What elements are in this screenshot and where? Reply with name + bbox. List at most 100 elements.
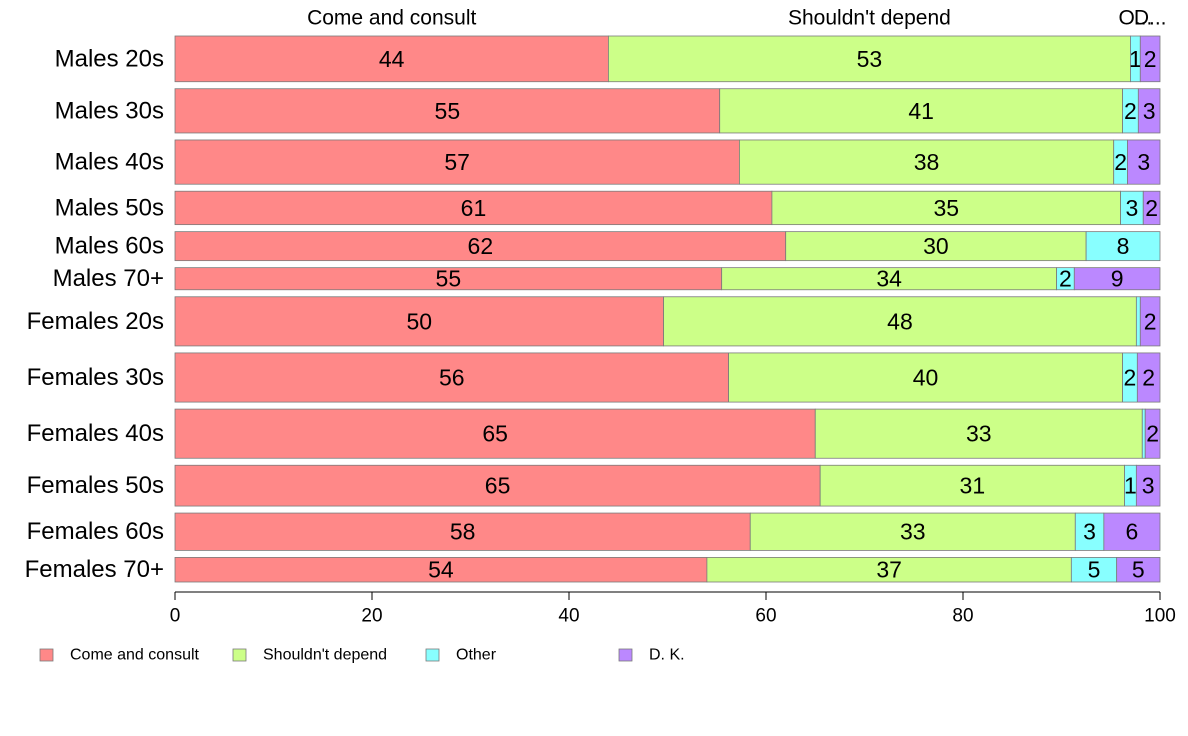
data-label: 1 bbox=[1129, 46, 1142, 72]
bar-segment-come-and-consult bbox=[174, 190, 773, 226]
bar-segment-other bbox=[1085, 231, 1161, 262]
bar-row-females-60s: Females 60s 58 33 3 6 bbox=[27, 512, 1161, 551]
data-label: 38 bbox=[914, 149, 940, 175]
legend-item-shouldn-t-depend: Shouldn't depend bbox=[232, 647, 387, 664]
legend-label: Come and consult bbox=[70, 647, 200, 664]
data-label: 58 bbox=[450, 519, 476, 545]
legend-swatch bbox=[39, 648, 54, 662]
x-tick-label: 100 bbox=[1144, 606, 1176, 627]
bar-segment-d-k bbox=[1139, 35, 1161, 83]
data-label: 2 bbox=[1146, 421, 1159, 447]
bar-segment-d-k bbox=[1144, 408, 1161, 459]
bar-segment-shouldn-t-depend bbox=[739, 139, 1115, 185]
data-label: 2 bbox=[1145, 195, 1158, 221]
bar-row-males-50s: Males 50s 61 35 3 2 bbox=[55, 190, 1161, 226]
bar-segment-d-k bbox=[1103, 512, 1161, 551]
bar-row-females-70: Females 70+ 54 37 5 5 bbox=[25, 556, 1161, 583]
row-label: Males 20s bbox=[55, 45, 164, 72]
bar-segment-come-and-consult bbox=[174, 296, 664, 347]
data-label: 33 bbox=[966, 421, 992, 447]
x-tick-label: 80 bbox=[952, 606, 973, 627]
bar-segment-come-and-consult bbox=[174, 139, 740, 185]
data-label: 8 bbox=[1117, 233, 1130, 259]
data-label: 61 bbox=[461, 195, 487, 221]
data-label: 55 bbox=[435, 98, 461, 124]
bar-segment-shouldn-t-depend bbox=[706, 557, 1072, 583]
column-header-shouldn-t-depend: Shouldn't depend bbox=[788, 7, 951, 30]
row-label: Females 70+ bbox=[25, 556, 164, 583]
bar-segment-d-k bbox=[1142, 190, 1161, 226]
data-label: 3 bbox=[1143, 98, 1156, 124]
bar-segment-come-and-consult bbox=[174, 231, 787, 262]
data-label: 34 bbox=[876, 266, 902, 292]
data-label: 2 bbox=[1124, 98, 1137, 124]
data-label: 50 bbox=[406, 308, 432, 334]
bar-segment-d-k bbox=[1127, 139, 1161, 185]
data-label: 35 bbox=[933, 195, 959, 221]
data-label: 5 bbox=[1132, 557, 1145, 583]
data-label: 2 bbox=[1124, 365, 1137, 391]
bar-row-males-40s: Males 40s 57 38 2 3 bbox=[55, 139, 1161, 185]
bar-segment-other bbox=[1070, 557, 1118, 583]
row-label: Females 50s bbox=[27, 472, 164, 499]
data-label: 3 bbox=[1083, 519, 1096, 545]
legend-label: Shouldn't depend bbox=[263, 647, 387, 664]
bar-segment-come-and-consult bbox=[174, 557, 708, 583]
data-label: 2 bbox=[1059, 266, 1072, 292]
row-label: Females 40s bbox=[27, 420, 164, 447]
legend: Come and consult Shouldn't depend Other D. … bbox=[39, 647, 685, 664]
x-tick-label: 40 bbox=[558, 606, 579, 627]
row-label: Females 20s bbox=[27, 308, 164, 335]
data-label: 31 bbox=[960, 473, 986, 499]
bar-segment-other bbox=[1141, 408, 1146, 459]
data-label: 2 bbox=[1144, 46, 1157, 72]
bar-row-males-20s: Males 20s 44 53 1 2 bbox=[55, 35, 1161, 83]
data-label: 2 bbox=[1114, 149, 1127, 175]
data-label: 57 bbox=[444, 149, 470, 175]
bar-segment-d-k bbox=[1137, 88, 1161, 134]
data-label: 5 bbox=[1088, 557, 1101, 583]
bar-row-males-30s: Males 30s 55 41 2 3 bbox=[55, 88, 1161, 134]
column-header-come-and-consult: Come and consult bbox=[307, 7, 476, 30]
row-label: Females 60s bbox=[27, 518, 164, 545]
column-header-other: O... bbox=[1118, 7, 1152, 30]
column-header-d-k: D... bbox=[1134, 7, 1167, 30]
data-label: 2 bbox=[1142, 365, 1155, 391]
bar-segment-come-and-consult bbox=[174, 408, 816, 459]
row-label: Females 30s bbox=[27, 364, 164, 391]
x-axis: 0 20 40 60 80 100 bbox=[170, 591, 1176, 627]
data-label: 33 bbox=[900, 519, 926, 545]
bar-segment-shouldn-t-depend bbox=[608, 35, 1131, 83]
bar-segment-shouldn-t-depend bbox=[728, 352, 1123, 403]
bar-segment-come-and-consult bbox=[174, 464, 821, 507]
data-label: 53 bbox=[857, 46, 883, 72]
data-label: 3 bbox=[1142, 473, 1155, 499]
x-tick-label: 20 bbox=[361, 606, 382, 627]
bar-segment-d-k bbox=[1116, 557, 1161, 583]
legend-label: Other bbox=[456, 647, 497, 664]
data-label: 3 bbox=[1137, 149, 1150, 175]
data-label: 62 bbox=[468, 233, 494, 259]
bar-segment-d-k bbox=[1073, 267, 1161, 291]
row-label: Males 70+ bbox=[53, 265, 164, 292]
data-label: 41 bbox=[908, 98, 934, 124]
legend-item-come-and-consult: Come and consult bbox=[39, 647, 200, 664]
legend-swatch bbox=[232, 648, 247, 662]
bar-row-females-20s: Females 20s 50 48 2 bbox=[27, 296, 1161, 347]
bar-segment-d-k bbox=[1136, 352, 1161, 403]
data-label: 55 bbox=[436, 266, 462, 292]
bar-row-females-50s: Females 50s 65 31 1 3 bbox=[27, 464, 1161, 507]
data-label: 54 bbox=[428, 557, 454, 583]
row-label: Males 30s bbox=[55, 97, 164, 124]
bar-segment-other bbox=[1074, 512, 1105, 551]
row-label: Males 50s bbox=[55, 194, 164, 221]
legend-swatch bbox=[425, 648, 440, 662]
legend-label: D. K. bbox=[649, 647, 685, 664]
data-label: 65 bbox=[482, 421, 508, 447]
legend-item-d-k: D. K. bbox=[618, 647, 685, 664]
data-label: 65 bbox=[485, 473, 511, 499]
bar-segment-d-k bbox=[1135, 464, 1161, 507]
data-label: 30 bbox=[923, 233, 949, 259]
